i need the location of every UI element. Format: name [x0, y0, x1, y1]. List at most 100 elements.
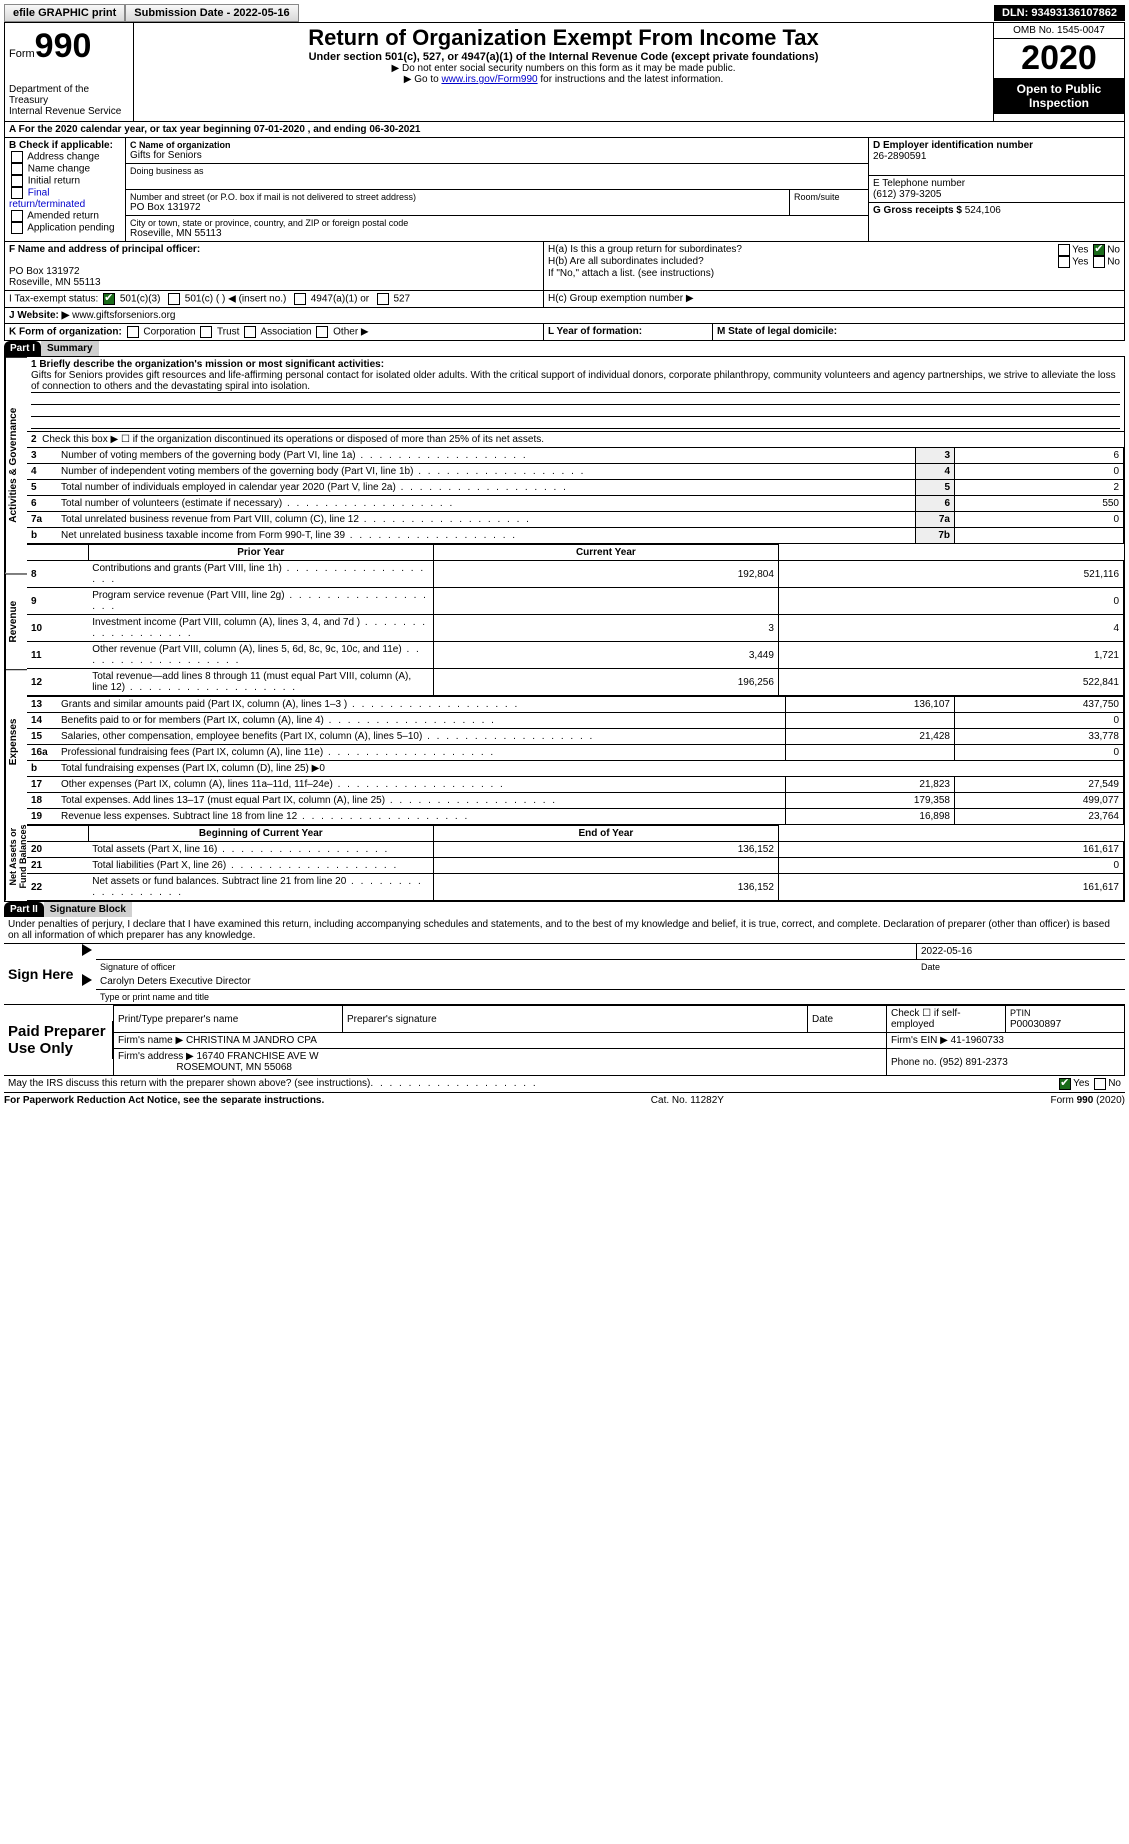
phone-value: (612) 379-3205	[873, 189, 1120, 200]
k-other[interactable]: Other ▶	[333, 327, 368, 338]
submission-date-button[interactable]: Submission Date - 2022-05-16	[125, 4, 298, 22]
table-row: 16aProfessional fundraising fees (Part I…	[27, 745, 1124, 761]
sig-date-val: 2022-05-16	[916, 944, 1125, 960]
pp-date-label: Date	[808, 1006, 887, 1033]
table-row: 13Grants and similar amounts paid (Part …	[27, 697, 1124, 713]
ck-initial[interactable]: Initial return	[28, 176, 80, 187]
info-block: B Check if applicable: Address change Na…	[4, 138, 1125, 242]
i-block: I Tax-exempt status: 501(c)(3) 501(c) ( …	[4, 291, 1125, 308]
col-end: End of Year	[433, 826, 778, 842]
governance-table: 3Number of voting members of the governi…	[27, 447, 1124, 544]
period-line: A For the 2020 calendar year, or tax yea…	[4, 122, 1125, 138]
part1-body: Activities & Governance Revenue Expenses…	[4, 356, 1125, 902]
table-row: 22Net assets or fund balances. Subtract …	[27, 874, 1124, 901]
box-e-label: E Telephone number	[873, 178, 1120, 189]
box-k-label: K Form of organization:	[9, 327, 122, 338]
arrow-icon-2	[82, 974, 92, 986]
pp-name-label: Print/Type preparer's name	[114, 1006, 343, 1033]
street-value: PO Box 131972	[130, 202, 785, 213]
officer-name-title: Carolyn Deters Executive Director	[96, 974, 1125, 990]
ein-value: 26-2890591	[873, 151, 1120, 162]
ck-address[interactable]: Address change	[27, 152, 99, 163]
ck-name[interactable]: Name change	[28, 164, 90, 175]
website-value: www.giftsforseniors.org	[72, 310, 175, 321]
discuss-row: May the IRS discuss this return with the…	[4, 1076, 1125, 1093]
page-footer: For Paperwork Reduction Act Notice, see …	[4, 1093, 1125, 1108]
discuss-yes[interactable]: Yes	[1073, 1078, 1089, 1090]
table-row: 19Revenue less expenses. Subtract line 1…	[27, 809, 1124, 825]
opt-501c3[interactable]: 501(c)(3)	[120, 294, 161, 305]
box-f-label: F Name and address of principal officer:	[9, 244, 539, 255]
firm-addr-label: Firm's address ▶	[118, 1051, 194, 1062]
table-row: 7aTotal unrelated business revenue from …	[27, 512, 1124, 528]
mission-text: Gifts for Seniors provides gift resource…	[31, 370, 1120, 393]
col-current: Current Year	[433, 545, 778, 561]
opt-527[interactable]: 527	[393, 294, 410, 305]
table-row: 3Number of voting members of the governi…	[27, 448, 1124, 464]
hb-label: H(b) Are all subordinates included?	[548, 256, 1056, 268]
firm-ein: 41-1960733	[951, 1035, 1004, 1046]
instructions-link[interactable]: www.irs.gov/Form990	[441, 74, 537, 85]
k-assoc[interactable]: Association	[260, 327, 311, 338]
firm-phone: (952) 891-2373	[939, 1057, 1007, 1068]
discuss-no[interactable]: No	[1108, 1078, 1121, 1090]
table-row: 5Total number of individuals employed in…	[27, 480, 1124, 496]
ptin-value: P00030897	[1010, 1019, 1061, 1030]
k-corp[interactable]: Corporation	[143, 327, 195, 338]
ck-pending[interactable]: Application pending	[27, 223, 114, 234]
opt-501c[interactable]: 501(c) ( ) ◀ (insert no.)	[185, 294, 287, 305]
goto-post: for instructions and the latest informat…	[538, 74, 724, 85]
firm-name: CHRISTINA M JANDRO CPA	[186, 1035, 317, 1046]
table-row: 10Investment income (Part VIII, column (…	[27, 615, 1124, 642]
type-name-label: Type or print name and title	[96, 990, 213, 1004]
firm-addr1: 16740 FRANCHISE AVE W	[197, 1051, 319, 1062]
subtitle-1: Under section 501(c), 527, or 4947(a)(1)…	[140, 51, 987, 63]
k-trust[interactable]: Trust	[217, 327, 239, 338]
hc-label: H(c) Group exemption number ▶	[544, 291, 1124, 307]
ck-amended[interactable]: Amended return	[27, 211, 99, 222]
subtitle-3: ▶ Go to www.irs.gov/Form990 for instruct…	[140, 74, 987, 85]
ha-label: H(a) Is this a group return for subordin…	[548, 244, 1056, 256]
arrow-icon	[82, 944, 92, 956]
pp-self-label: Check ☐ if self-employed	[887, 1006, 1006, 1033]
city-label: City or town, state or province, country…	[130, 218, 864, 228]
table-row: 6Total number of volunteers (estimate if…	[27, 496, 1124, 512]
efile-button[interactable]: efile GRAPHIC print	[4, 4, 125, 22]
org-name: Gifts for Seniors	[130, 150, 864, 161]
j-block: J Website: ▶ www.giftsforseniors.org	[4, 308, 1125, 324]
firm-name-label: Firm's name ▶	[118, 1035, 183, 1046]
table-row: 18Total expenses. Add lines 13–17 (must …	[27, 793, 1124, 809]
l2-text: 2 Check this box ▶ ☐ if the organization…	[27, 432, 1124, 447]
declaration-text: Under penalties of perjury, I declare th…	[4, 917, 1125, 944]
footer-right-a: Form	[1051, 1095, 1077, 1106]
room-label: Room/suite	[794, 192, 864, 202]
table-row: 12Total revenue—add lines 8 through 11 (…	[27, 669, 1124, 696]
box-l-label: L Year of formation:	[544, 324, 713, 340]
footer-mid: Cat. No. 11282Y	[651, 1095, 724, 1106]
side-revenue: Revenue	[5, 573, 27, 669]
box-i-label: I Tax-exempt status:	[9, 294, 98, 305]
goto-pre: ▶ Go to	[404, 74, 442, 85]
sig-date-label: Date	[917, 960, 1125, 974]
street-label: Number and street (or P.O. box if mail i…	[130, 192, 785, 202]
tax-year: 2020	[994, 39, 1124, 78]
part1-bar: Part I	[4, 341, 41, 356]
ha-no[interactable]: No	[1107, 245, 1120, 256]
form-header: Form990 Department of the Treasury Inter…	[4, 22, 1125, 122]
paid-preparer-block: Paid Preparer Use Only Print/Type prepar…	[4, 1005, 1125, 1076]
subtitle-2: ▶ Do not enter social security numbers o…	[140, 63, 987, 74]
hb-yes[interactable]: Yes	[1072, 257, 1088, 268]
form-word: Form	[9, 48, 35, 60]
part2-header: Part IISignature Block	[4, 902, 1125, 917]
opt-4947[interactable]: 4947(a)(1) or	[311, 294, 369, 305]
part2-bar: Part II	[4, 902, 44, 917]
l1-label: 1 Briefly describe the organization's mi…	[31, 359, 1120, 370]
netassets-table: Beginning of Current YearEnd of Year 20T…	[27, 825, 1124, 901]
firm-phone-label: Phone no.	[891, 1057, 937, 1068]
ha-yes[interactable]: Yes	[1072, 245, 1088, 256]
paid-preparer-label: Paid Preparer Use Only	[4, 1021, 113, 1059]
hb-no[interactable]: No	[1107, 257, 1120, 268]
table-row: bNet unrelated business taxable income f…	[27, 528, 1124, 544]
box-c-label: C Name of organization	[130, 140, 864, 150]
dba-label: Doing business as	[130, 166, 864, 176]
